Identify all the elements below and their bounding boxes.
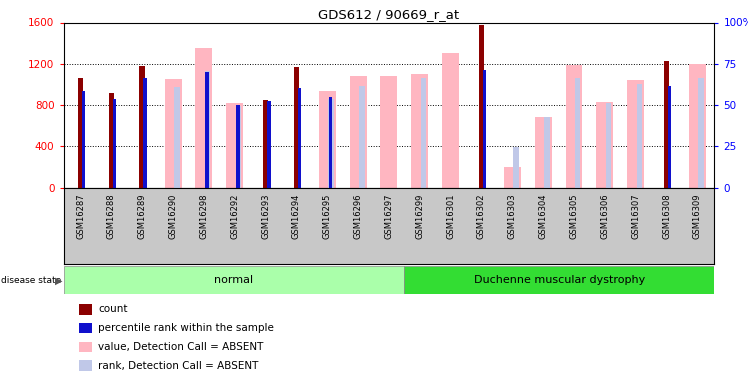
Text: GSM16297: GSM16297 bbox=[384, 194, 393, 239]
Text: GSM16304: GSM16304 bbox=[539, 194, 548, 239]
Bar bbox=[482, 70, 486, 188]
Bar bbox=[420, 78, 426, 188]
Text: GSM16309: GSM16309 bbox=[693, 194, 702, 239]
Text: GSM16295: GSM16295 bbox=[323, 194, 332, 239]
Bar bbox=[699, 78, 704, 188]
Bar bbox=[174, 87, 180, 188]
Bar bbox=[64, 266, 405, 294]
Bar bbox=[319, 91, 336, 188]
Bar bbox=[405, 266, 714, 294]
Text: Duchenne muscular dystrophy: Duchenne muscular dystrophy bbox=[473, 275, 645, 285]
Bar bbox=[565, 65, 583, 188]
Bar bbox=[205, 72, 209, 188]
Bar bbox=[411, 74, 429, 188]
Bar bbox=[606, 103, 611, 188]
Bar bbox=[663, 61, 669, 188]
Text: GSM16294: GSM16294 bbox=[292, 194, 301, 239]
Text: value, Detection Call = ABSENT: value, Detection Call = ABSENT bbox=[98, 342, 263, 352]
Bar bbox=[535, 117, 551, 188]
Text: GSM16298: GSM16298 bbox=[200, 194, 209, 239]
Bar bbox=[513, 147, 519, 188]
Bar bbox=[544, 117, 550, 188]
Title: GDS612 / 90669_r_at: GDS612 / 90669_r_at bbox=[319, 8, 459, 21]
Text: GSM16308: GSM16308 bbox=[662, 194, 671, 239]
Bar bbox=[195, 48, 212, 188]
Bar bbox=[236, 105, 239, 188]
Bar bbox=[82, 91, 85, 188]
Bar bbox=[205, 71, 210, 188]
Bar bbox=[442, 54, 459, 188]
Text: rank, Detection Call = ABSENT: rank, Detection Call = ABSENT bbox=[98, 361, 258, 370]
Text: GSM16301: GSM16301 bbox=[446, 194, 455, 239]
Bar bbox=[298, 88, 301, 188]
Bar bbox=[267, 101, 271, 188]
Text: count: count bbox=[98, 304, 127, 314]
Bar bbox=[504, 167, 521, 188]
Bar bbox=[328, 99, 334, 188]
Bar bbox=[637, 84, 643, 188]
Bar bbox=[113, 99, 117, 188]
Bar bbox=[78, 78, 83, 188]
Bar bbox=[349, 76, 367, 188]
Bar bbox=[226, 103, 243, 188]
Bar bbox=[328, 97, 332, 188]
Bar bbox=[165, 79, 182, 188]
Text: GSM16289: GSM16289 bbox=[138, 194, 147, 239]
Bar bbox=[263, 100, 269, 188]
Bar bbox=[108, 93, 114, 188]
Text: GSM16287: GSM16287 bbox=[76, 194, 85, 239]
Text: GSM16288: GSM16288 bbox=[107, 194, 116, 239]
Bar bbox=[139, 66, 145, 188]
Bar bbox=[359, 87, 364, 188]
Text: normal: normal bbox=[215, 275, 254, 285]
Text: GSM16302: GSM16302 bbox=[477, 194, 486, 239]
Text: GSM16306: GSM16306 bbox=[601, 194, 610, 239]
Text: GSM16307: GSM16307 bbox=[631, 194, 640, 239]
Bar bbox=[596, 102, 613, 188]
Text: disease state: disease state bbox=[1, 276, 61, 285]
Bar bbox=[575, 78, 580, 188]
Bar bbox=[236, 106, 241, 188]
Text: GSM16299: GSM16299 bbox=[415, 194, 424, 239]
Text: GSM16305: GSM16305 bbox=[569, 194, 578, 239]
Text: GSM16290: GSM16290 bbox=[168, 194, 177, 239]
Bar bbox=[294, 67, 299, 188]
Bar bbox=[628, 80, 644, 188]
Bar bbox=[144, 78, 147, 188]
Bar bbox=[479, 25, 484, 188]
Bar bbox=[668, 87, 672, 188]
Text: GSM16296: GSM16296 bbox=[354, 194, 363, 239]
Text: GSM16293: GSM16293 bbox=[261, 194, 270, 239]
Text: ▶: ▶ bbox=[55, 275, 62, 285]
Bar bbox=[689, 64, 706, 188]
Text: GSM16303: GSM16303 bbox=[508, 194, 517, 239]
Text: GSM16292: GSM16292 bbox=[230, 194, 239, 239]
Bar bbox=[381, 76, 397, 188]
Text: percentile rank within the sample: percentile rank within the sample bbox=[98, 323, 274, 333]
